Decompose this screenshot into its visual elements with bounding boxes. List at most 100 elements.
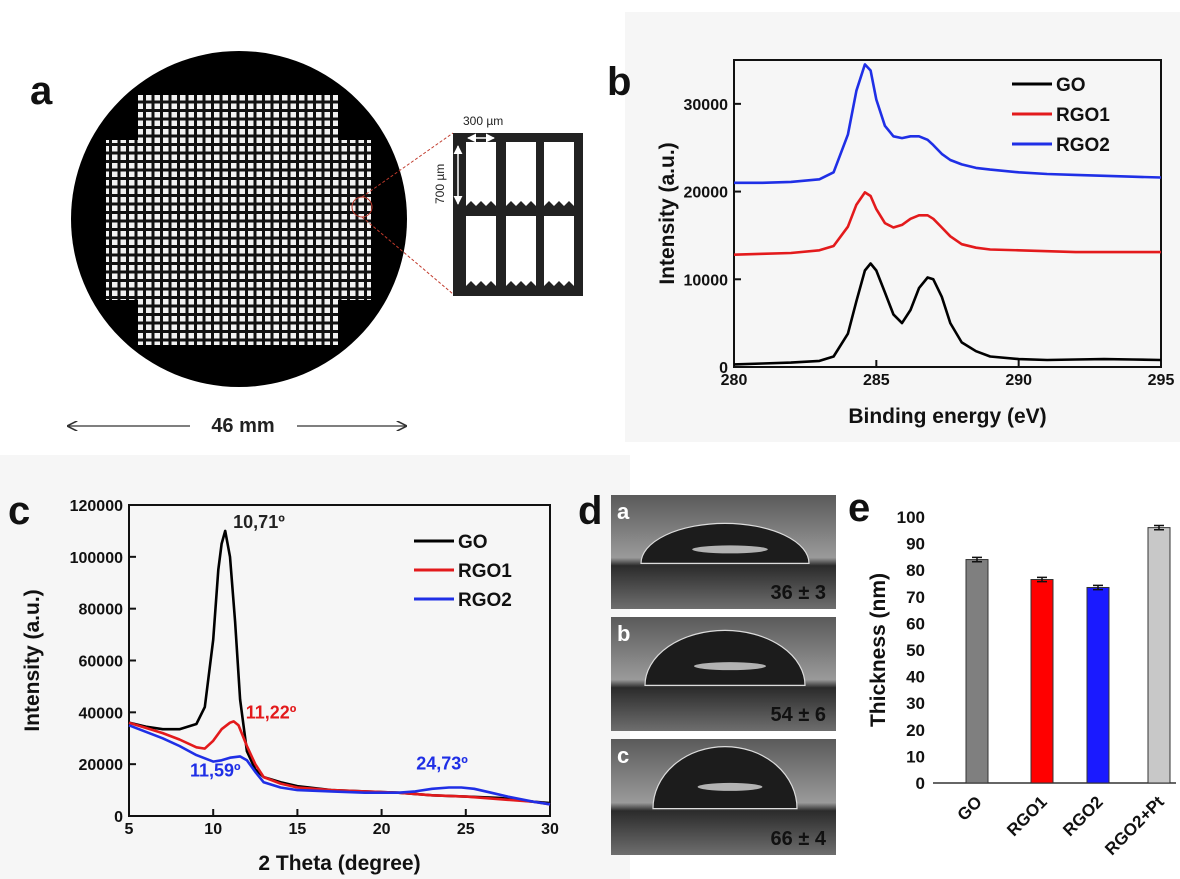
xps-series-go-line (733, 262, 1162, 366)
xrd-ytick-label: 0 (114, 809, 123, 826)
contact-angle-value: 66 ± 4 (771, 828, 827, 850)
thickness-ylabel: Thickness (nm) (867, 573, 890, 727)
thickness-ytick-label: 0 (916, 774, 925, 793)
contact-angle-image: a 36 ± 3 (611, 495, 836, 609)
zoom-height-label: 700 µm (433, 164, 447, 204)
xps-ytick-label: 10000 (684, 272, 729, 289)
xrd-xtick-label: 20 (373, 821, 391, 838)
thickness-ytick-label: 30 (906, 694, 925, 713)
contact-angle-images: a 36 ± 3 b 54 ± 6 c 66 ± 4 (611, 495, 836, 855)
contact-angle-value: 54 ± 6 (771, 704, 826, 726)
thickness-category-label: GO (954, 792, 986, 824)
panel-e: e 0 10 20 30 40 50 60 70 80 90 100 Thickness (nm) GO… (848, 486, 1176, 859)
wafer-grid (106, 95, 371, 345)
zoom-width-label: 300 µm (463, 114, 503, 128)
thickness-ytick-label: 20 (906, 721, 925, 740)
xrd-ylabel: Intensity (a.u.) (21, 589, 44, 731)
xrd-xtick-label: 5 (125, 821, 134, 838)
xps-ytick-label: 30000 (684, 97, 729, 114)
xrd-chart: 5 10 15 20 25 30 0 20000 40000 60000 80000 100000 12… (21, 498, 559, 875)
panel-a: a 300 µm 700 µm 46 mm (30, 51, 583, 437)
droplet-highlight (692, 545, 768, 554)
thickness-bar-go (965, 559, 989, 784)
diameter-label: 46 mm (211, 415, 274, 437)
thickness-ytick-label: 90 (906, 535, 925, 554)
xps-ylabel: Intensity (a.u.) (656, 142, 679, 284)
xrd-series-rgo2-line (128, 724, 551, 806)
thickness-category-label: RGO2 (1059, 792, 1107, 840)
xrd-ytick-label: 20000 (79, 757, 124, 774)
xps-legend-label-rgo1: RGO1 (1056, 105, 1110, 126)
thickness-ytick-label: 80 (906, 561, 925, 580)
thickness-ytick-label: 40 (906, 668, 925, 687)
panel-d: d a 36 ± 3 b 54 ± 6 c 66 ± 4 (578, 489, 836, 855)
xrd-peak-annotation: 11,59º (190, 760, 241, 780)
thickness-ytick-label: 100 (897, 508, 925, 527)
xps-legend-label-rgo2: RGO2 (1056, 135, 1110, 156)
xps-frame (733, 59, 1162, 368)
xps-legend-label-go: GO (1056, 75, 1086, 96)
xrd-ytick-label: 60000 (79, 654, 124, 671)
xps-xlabel: Binding energy (eV) (848, 405, 1046, 428)
contact-angle-value: 36 ± 3 (771, 582, 826, 604)
xrd-legend-label-rgo2: RGO2 (458, 590, 512, 611)
thickness-error-bar (1037, 576, 1047, 583)
xrd-xtick-label: 10 (204, 821, 222, 838)
contact-angle-image: b 54 ± 6 (611, 617, 836, 731)
xrd-ytick-label: 120000 (70, 498, 123, 515)
xps-xtick-label: 290 (1005, 372, 1032, 389)
xps-series-rgo1-line (733, 191, 1161, 256)
thickness-ytick-label: 10 (906, 747, 925, 766)
thickness-bar-rgo2 (1086, 586, 1110, 784)
droplet-highlight (697, 782, 763, 791)
xrd-series-rgo1-line (128, 720, 551, 806)
xrd-legend-label-go: GO (458, 532, 488, 553)
panel-c-letter: c (8, 489, 30, 533)
thickness-bar-rgo1 (1030, 579, 1054, 784)
xps-chart: 280 285 290 295 0 10000 20000 30000 Binding ener… (656, 59, 1175, 428)
xrd-xtick-label: 25 (457, 821, 475, 838)
xrd-xlabel: 2 Theta (degree) (258, 852, 420, 875)
xps-ytick-label: 0 (719, 360, 728, 377)
drop-image-label: b (617, 621, 630, 646)
panel-c: c 5 10 15 20 25 30 0 20000 40000 60000 80000 100000… (0, 455, 630, 879)
xps-ytick-label: 20000 (684, 185, 729, 202)
thickness-ytick-label: 60 (906, 614, 925, 633)
xrd-ytick-label: 100000 (70, 550, 123, 567)
thickness-error-bar (1154, 524, 1164, 531)
thickness-error-bar (1093, 584, 1103, 591)
xrd-peak-annotation: 10,71º (233, 512, 285, 532)
thickness-category-label: RGO2+Pt (1101, 792, 1168, 859)
thickness-bar-rgo2-pt (1147, 527, 1171, 784)
drop-image-label: c (617, 743, 629, 768)
panel-b-letter: b (607, 60, 631, 104)
thickness-ytick-label: 50 (906, 641, 925, 660)
zoom-line-top (361, 132, 454, 198)
xps-series-rgo2-line (734, 63, 1162, 185)
xrd-xtick-label: 30 (541, 821, 559, 838)
xrd-ytick-label: 40000 (79, 705, 124, 722)
contact-angle-image: c 66 ± 4 (611, 739, 836, 855)
panel-b-background (625, 12, 1180, 442)
panel-b: b 280 285 290 295 0 10000 20000 30000 Binding en… (607, 12, 1180, 442)
zoom-inset (453, 133, 583, 296)
droplet-highlight (694, 662, 766, 671)
xps-xtick-label: 280 (721, 372, 748, 389)
thickness-ytick-label: 70 (906, 588, 925, 607)
drop-image-label: a (617, 499, 630, 524)
thickness-category-label: RGO1 (1003, 792, 1051, 840)
thickness-bar-chart: 0 10 20 30 40 50 60 70 80 90 100 Thickness (nm) GO RG… (867, 508, 1176, 859)
xps-xtick-label: 285 (863, 372, 890, 389)
xrd-ytick-label: 80000 (79, 602, 124, 619)
xrd-legend-label-rgo1: RGO1 (458, 561, 512, 582)
thickness-error-bar (972, 556, 982, 563)
xrd-xtick-label: 15 (289, 821, 307, 838)
panel-e-letter: e (848, 486, 870, 530)
panel-c-background (0, 455, 630, 879)
panel-a-letter: a (30, 69, 53, 113)
xps-xtick-label: 295 (1148, 372, 1175, 389)
xrd-peak-annotation: 11,22º (246, 702, 297, 722)
water-droplet (644, 629, 806, 686)
panel-d-letter: d (578, 489, 602, 533)
